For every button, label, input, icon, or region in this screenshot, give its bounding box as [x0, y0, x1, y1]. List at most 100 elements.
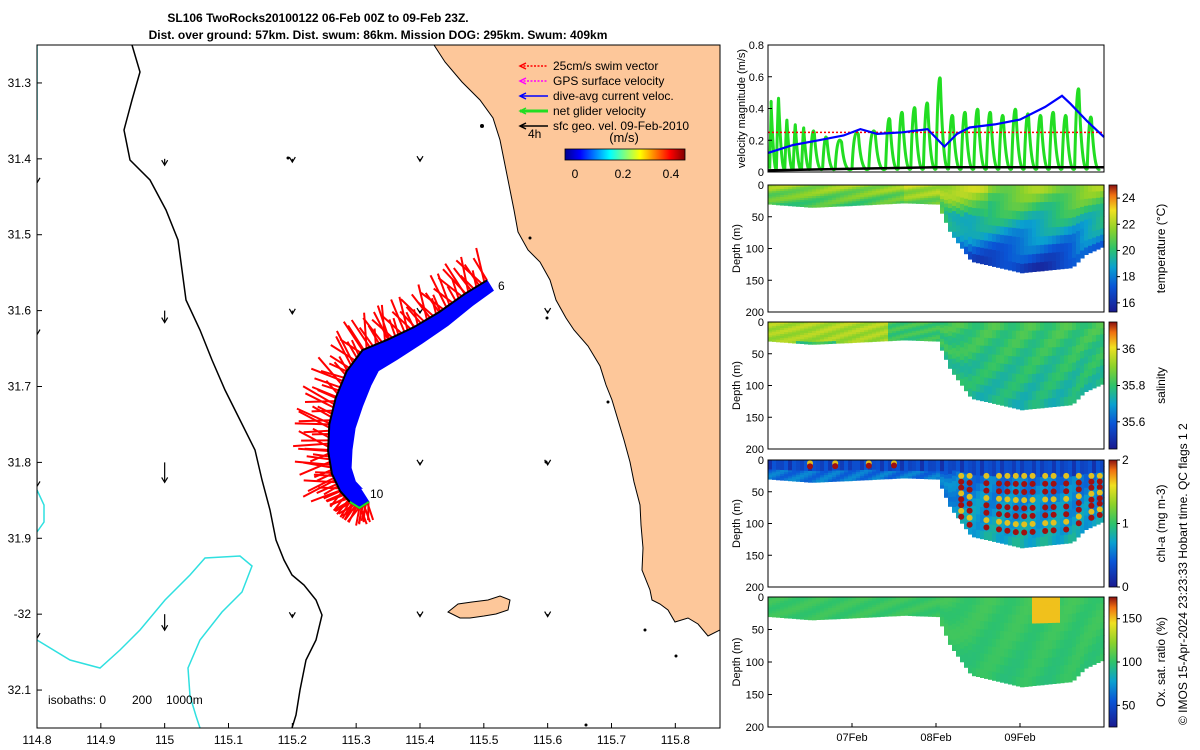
section-cell: [896, 600, 901, 604]
section-cell: [824, 339, 829, 343]
section-cell: [768, 471, 773, 474]
section-cell: [912, 331, 917, 334]
section-cell: [860, 189, 865, 192]
section-cell: [940, 465, 945, 469]
section-cell: [976, 467, 981, 477]
section-cell: [808, 322, 813, 325]
section-cell: [860, 601, 865, 604]
section-cell: [780, 332, 785, 335]
section-cell: [964, 233, 969, 241]
section-cell: [1068, 647, 1073, 657]
section-cell: [968, 657, 973, 666]
section-cell: [808, 193, 813, 197]
section-cell: [876, 602, 881, 606]
section-cell: [1012, 322, 1017, 332]
section-cell: [808, 337, 813, 341]
section-cell: [1020, 357, 1025, 367]
section-cell: [892, 194, 897, 197]
chla-peak-dot: [1075, 486, 1082, 493]
section-cell: [832, 324, 837, 327]
section-cell: [1096, 197, 1101, 205]
section-cell: [864, 331, 869, 335]
section-cell: [1072, 201, 1077, 210]
section-cell: [944, 463, 949, 468]
section-cell: [1076, 636, 1081, 645]
section-cell: [784, 468, 789, 471]
section-cell: [1056, 210, 1061, 220]
section-cell: [900, 613, 905, 616]
section-cell: [948, 597, 953, 603]
section-cell: [956, 608, 961, 616]
section-cell: [880, 327, 885, 331]
section-cell: [772, 329, 777, 333]
section-cell: [1048, 468, 1053, 478]
section-cell: [1096, 229, 1101, 237]
isobath-200: [123, 45, 323, 728]
section-cell: [1068, 605, 1073, 615]
section-cell: [908, 334, 913, 337]
section-cell: [1056, 355, 1061, 365]
section-cell: [1068, 380, 1073, 389]
section-cell: [940, 602, 945, 607]
section-cell: [864, 597, 869, 600]
section-cell: [804, 198, 809, 201]
section-cell: [932, 329, 937, 333]
section-cell: [976, 231, 981, 240]
swim-vector: [405, 306, 422, 324]
section-cell: [872, 467, 877, 471]
section-cell: [796, 474, 801, 478]
section-cell: [944, 608, 949, 613]
section-cell: [1092, 597, 1097, 605]
section-cell: [956, 208, 961, 215]
section-cell: [812, 198, 817, 202]
section-cell: [1028, 219, 1033, 229]
section-cell: [1048, 597, 1053, 607]
section-cell: [956, 236, 961, 244]
section-cell: [980, 475, 985, 485]
section-cell: [784, 332, 789, 335]
section-cell: [952, 226, 957, 233]
velocity-y-label: velocity magnitude (m/s): [736, 49, 748, 168]
section-cell: [912, 460, 917, 463]
section-cell: [1080, 656, 1085, 665]
section-cell: [1064, 673, 1069, 683]
section-cell: [960, 466, 965, 474]
section-cell: [780, 478, 785, 481]
section-cell: [904, 329, 909, 332]
section-cell: [892, 188, 897, 192]
section-cell: [776, 331, 781, 335]
section-cell: [944, 604, 949, 609]
section-cell: [956, 202, 961, 209]
section-cell: [1024, 348, 1029, 358]
section-cell: [1012, 390, 1017, 400]
section-cell: [1000, 534, 1005, 544]
section-cell: [1020, 597, 1025, 607]
section-cell: [1084, 473, 1089, 482]
section-cell: [896, 329, 901, 332]
section-cell: [836, 195, 841, 199]
velocity-y-tick-label: 0.2: [749, 135, 764, 147]
section-cell: [916, 331, 921, 334]
section-cell: [1064, 388, 1069, 398]
section-cell: [952, 185, 957, 191]
swim-vector: [310, 489, 341, 503]
section-cell: [908, 329, 913, 332]
section-cell: [932, 469, 937, 472]
section-cell: [992, 613, 997, 623]
section-cell: [880, 186, 885, 190]
section-cell: [1012, 330, 1017, 340]
section-cell: [888, 461, 893, 465]
section-cell: [876, 200, 881, 203]
section-cell: [796, 610, 801, 613]
section-cell: [856, 472, 861, 475]
section-cell: [1056, 243, 1061, 253]
section-cell: [976, 506, 981, 515]
section-cell: [1012, 236, 1017, 246]
section-cell: [1060, 193, 1065, 203]
section-cell: [1080, 206, 1085, 215]
section-cell: [1084, 625, 1089, 634]
section-cell: [1004, 193, 1009, 203]
swim-vector: [346, 341, 358, 359]
section-cell: [884, 194, 889, 197]
section-cell: [1088, 466, 1093, 475]
